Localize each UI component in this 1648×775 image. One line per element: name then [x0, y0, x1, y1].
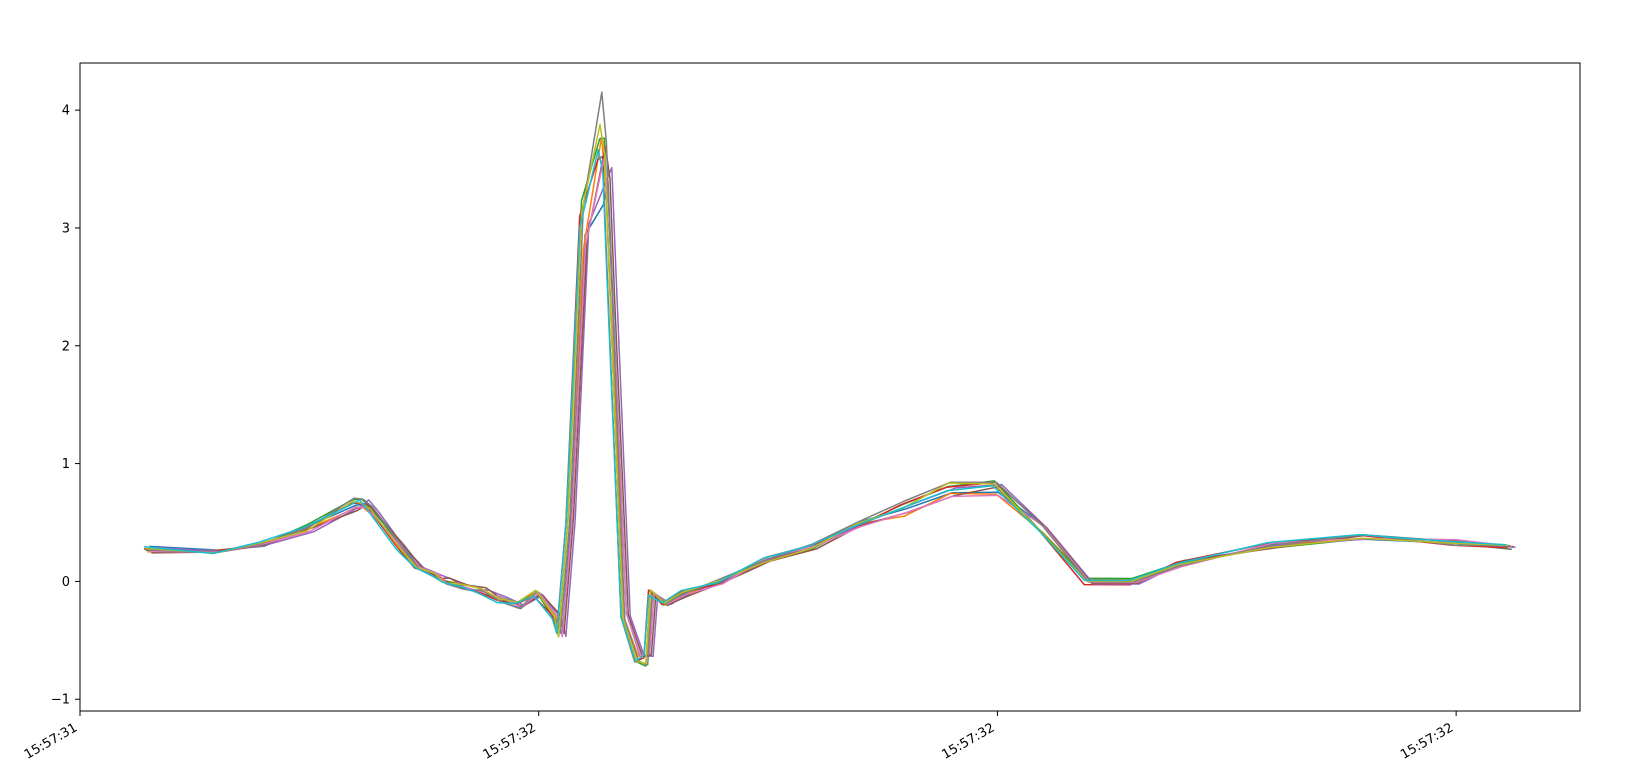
y-tick-label-5: 4: [62, 104, 70, 119]
y-tick-label-3: 2: [62, 339, 70, 354]
y-axis: −1 0 1 2 3 4: [51, 104, 80, 708]
series-line-9: [144, 148, 1507, 663]
plot-frame: [79, 62, 1581, 712]
y-tick-label-2: 1: [62, 457, 70, 472]
y-tick-label-0: −1: [51, 693, 70, 708]
series-line-4: [153, 166, 1516, 658]
series-line-7: [147, 91, 1511, 666]
series-line-8: [145, 123, 1509, 665]
y-tick-label-4: 3: [62, 221, 70, 236]
y-tick-label-1: 0: [62, 575, 70, 590]
series-layer: [143, 91, 1516, 667]
